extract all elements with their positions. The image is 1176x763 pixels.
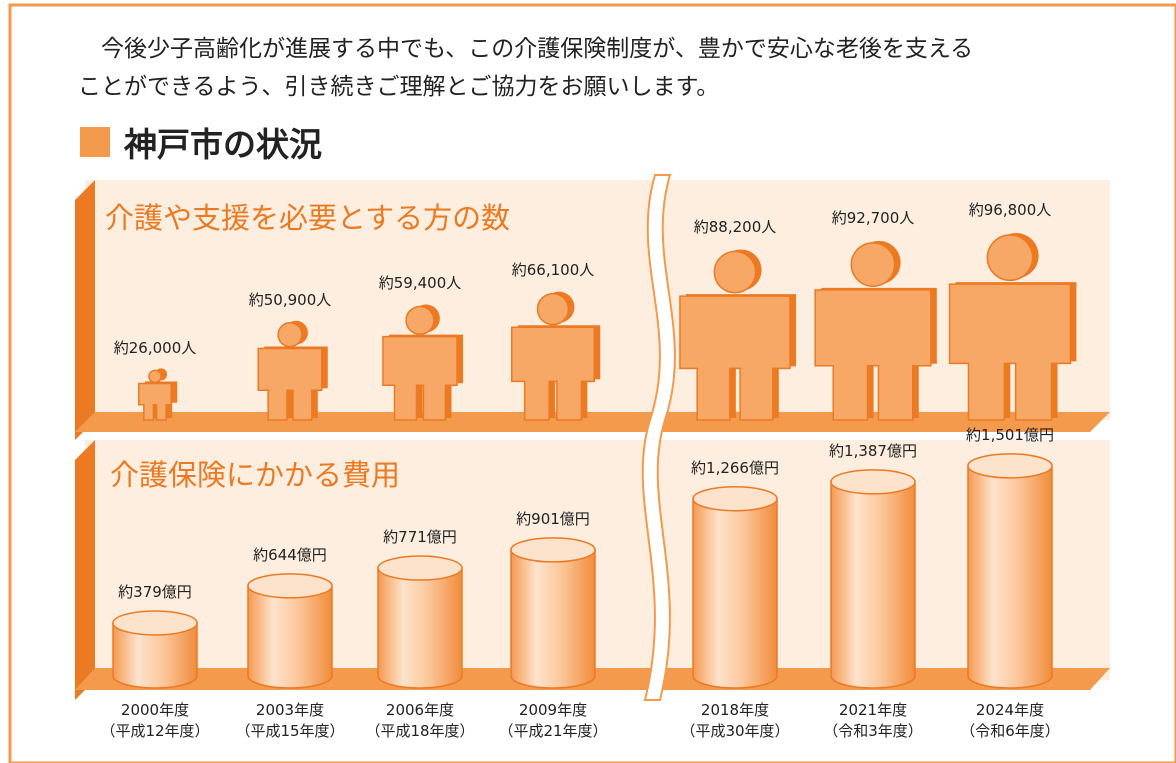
value-label: 約88,200人 (694, 216, 777, 237)
value-label: 約96,800人 (969, 199, 1052, 220)
x-tick-label: 2003年度 （平成15年度） (235, 700, 344, 742)
cylinder-top (511, 538, 595, 562)
cylinder-body (248, 586, 332, 688)
value-label: 約771億円 (383, 526, 457, 547)
x-tick-label: 2018年度 （平成30年度） (680, 700, 789, 742)
value-label: 約92,700人 (832, 207, 915, 228)
chart-title: 介護や支援を必要とする方の数 (105, 195, 510, 237)
x-tick-label: 2000年度 （平成12年度） (100, 700, 209, 742)
value-label: 約66,100人 (512, 259, 595, 280)
heading-marker (80, 127, 110, 157)
cylinder-body (511, 550, 595, 688)
page: 今後少子高齢化が進展する中でも、この介護保険制度が、豊かで安心な老後を支える こ… (0, 0, 1176, 763)
paragraph: 今後少子高齢化が進展する中でも、この介護保険制度が、豊かで安心な老後を支える こ… (78, 30, 1138, 106)
chart-title: 介護保険にかかる費用 (110, 452, 400, 494)
cylinder-top (248, 574, 332, 598)
heading-text: 神戸市の状況 (124, 118, 322, 166)
cylinder-top (378, 556, 462, 580)
cylinder-body (378, 568, 462, 688)
panel-side (75, 440, 95, 700)
value-label: 約1,266億円 (691, 457, 779, 478)
value-label: 約26,000人 (114, 337, 197, 358)
value-label: 約1,387億円 (829, 440, 917, 461)
value-label: 約644億円 (253, 544, 327, 565)
value-label: 約901億円 (516, 508, 590, 529)
x-tick-label: 2024年度 （令和6年度） (960, 700, 1060, 742)
shelf (75, 412, 1110, 432)
cylinder-body (968, 466, 1052, 688)
cylinder-top (113, 611, 197, 635)
x-tick-label: 2006年度 （平成18年度） (365, 700, 474, 742)
cylinder-top (831, 470, 915, 494)
value-label: 約59,400人 (379, 272, 462, 293)
x-tick-label: 2009年度 （平成21年度） (498, 700, 607, 742)
cylinder-body (831, 482, 915, 688)
x-tick-label: 2021年度 （令和3年度） (823, 700, 923, 742)
graphic (0, 0, 1176, 763)
value-label: 約50,900人 (249, 289, 332, 310)
value-label: 約1,501億円 (966, 424, 1054, 445)
cylinder-top (693, 487, 777, 511)
cylinder-top (968, 454, 1052, 478)
panel-side (75, 180, 95, 440)
cylinder-body (693, 499, 777, 688)
value-label: 約379億円 (118, 581, 192, 602)
heading: 神戸市の状況 (80, 118, 322, 166)
